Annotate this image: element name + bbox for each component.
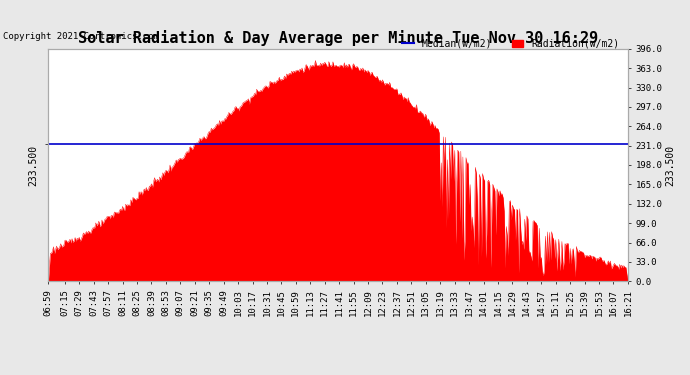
Title: Solar Radiation & Day Average per Minute Tue Nov 30 16:29: Solar Radiation & Day Average per Minute…: [78, 30, 598, 46]
Text: Copyright 2021 Cortronics.com: Copyright 2021 Cortronics.com: [3, 32, 159, 41]
Y-axis label: 233.500: 233.500: [28, 144, 38, 186]
Y-axis label: 233.500: 233.500: [665, 144, 676, 186]
Legend: Median(w/m2), Radiation(w/m2): Median(w/m2), Radiation(w/m2): [398, 35, 623, 53]
